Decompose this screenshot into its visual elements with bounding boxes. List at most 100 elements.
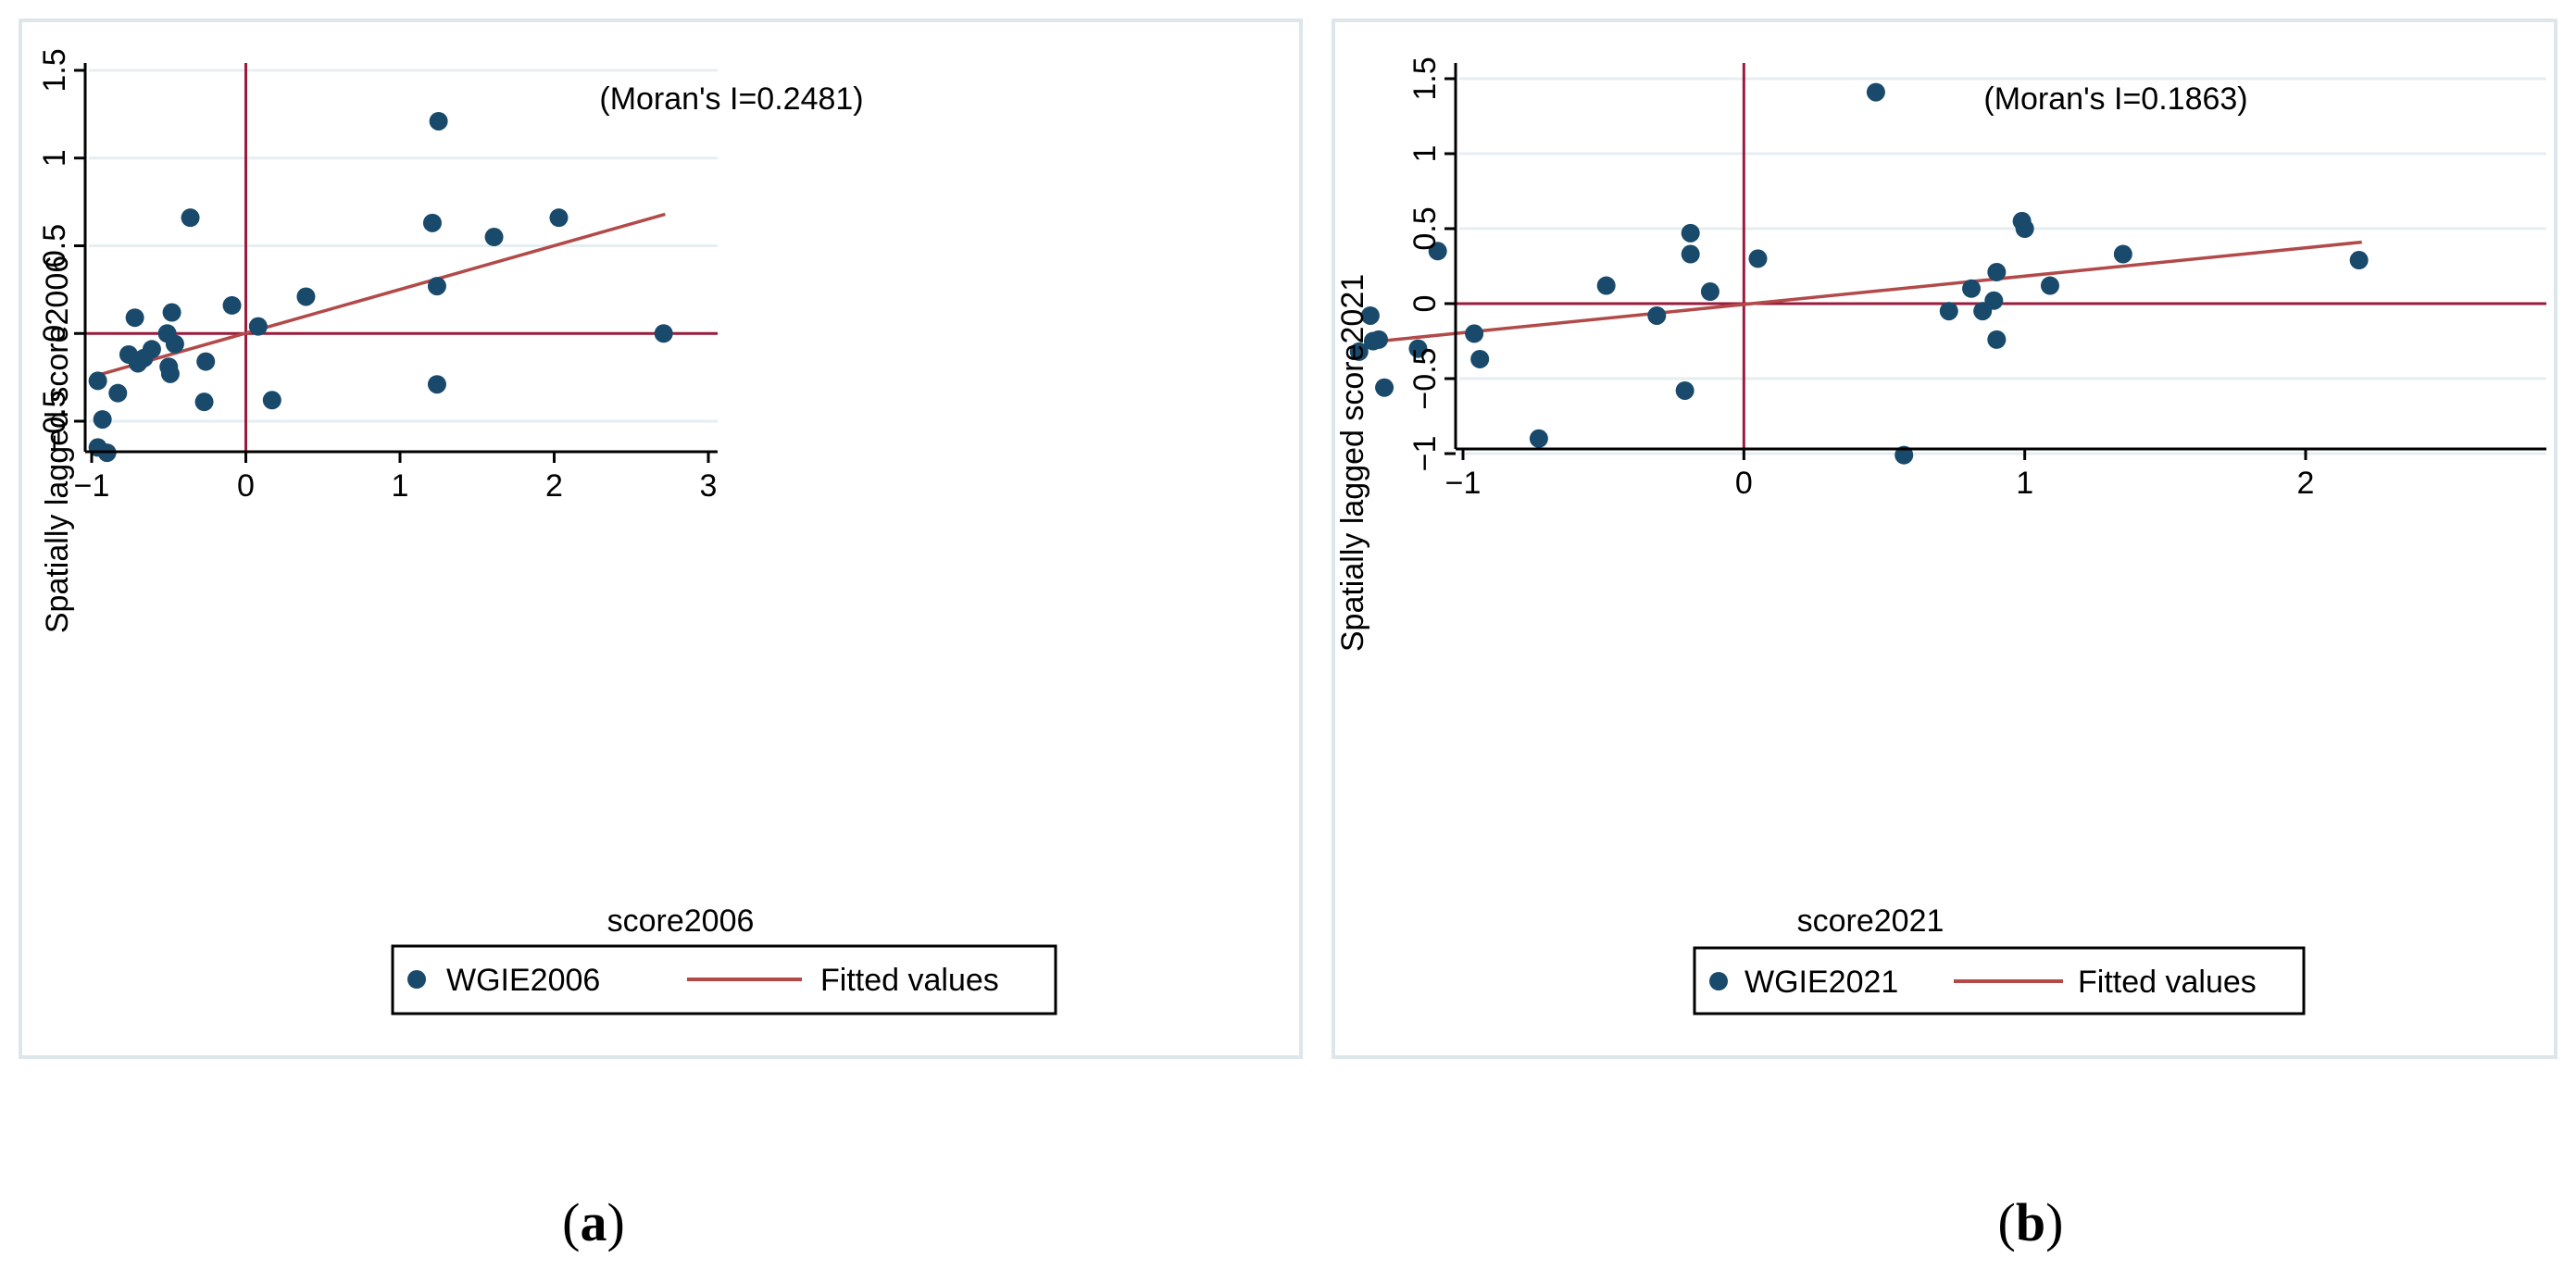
panel-a-point-25	[427, 375, 446, 394]
panel-a-y-tick-label-3: 1	[37, 149, 72, 167]
panel-b-point-8	[1470, 349, 1490, 368]
panel-b-point-28	[2113, 244, 2132, 264]
panel-a-x-tick-label-0: −1	[74, 468, 110, 504]
panel-a-frame	[19, 19, 1303, 1059]
panel-a-y-tick-label-4: 1.5	[37, 48, 72, 92]
panel-b-point-13	[1681, 223, 1700, 243]
panel-a-point-22	[296, 287, 316, 306]
panel-b-legend-box	[1693, 946, 2306, 1015]
panel-a-point-2	[93, 410, 112, 430]
panel-b-legend-label-fit: Fitted values	[2078, 965, 2257, 1000]
panel-b-y-tick-label-1: −0.5	[1407, 347, 1443, 409]
panel-b-y-tick-label-2: 0	[1407, 295, 1443, 313]
panel-b-point-23	[1987, 330, 2007, 349]
panel-b-point-29	[2349, 251, 2369, 270]
panel-a-points	[88, 111, 673, 463]
panel-b-point-22	[1984, 291, 2004, 310]
panel-a-fit-line-group	[95, 212, 666, 378]
panel-b-x-tick-label-1: 0	[1735, 466, 1753, 501]
panel-b-y-tick-label-3: 0.5	[1407, 206, 1443, 250]
caption-b: (b)	[1998, 1192, 2064, 1252]
panel-a-point-23	[422, 213, 442, 232]
caption-b-open: (	[1998, 1192, 2016, 1252]
panel-a-point-19	[222, 295, 242, 315]
panel-b-point-0	[1349, 342, 1369, 361]
caption-a-letter: a	[581, 1192, 607, 1252]
panel-a-point-27	[484, 228, 504, 247]
panel-b-x-tick-label-3: 2	[2297, 466, 2315, 501]
panel-a-y-axis-title: Spatially lagged score2006	[40, 255, 75, 633]
panel-b-fit-line	[1364, 240, 2362, 344]
panel-a-reference-lines	[85, 63, 718, 452]
caption-a: (a)	[562, 1192, 625, 1252]
panel-a-point-18	[196, 352, 216, 371]
panel-a-point-16	[181, 208, 200, 228]
caption-b-letter: b	[2016, 1192, 2045, 1252]
panel-a-y-tick-label-1: 0	[37, 325, 72, 343]
panel-b-point-19	[1939, 302, 1958, 321]
panel-b-point-7	[1465, 324, 1484, 343]
panel-a-point-10	[142, 340, 161, 359]
panel-a-y-tick-label-2: 0.5	[37, 224, 72, 268]
panel-b-point-12	[1675, 380, 1694, 400]
panel-a-legend: WGIE2006 Fitted values	[391, 944, 1057, 1015]
panel-b-points	[1349, 82, 2369, 465]
panel-b-y-tick-label-0: −1	[1407, 436, 1443, 472]
panel-b-point-1	[1360, 305, 1380, 325]
panel-a-point-20	[248, 317, 268, 336]
panel-b-point-9	[1529, 429, 1548, 448]
panel-a-legend-label-fit: Fitted values	[820, 963, 999, 998]
panel-a-point-14	[162, 303, 181, 322]
panel-a-point-21	[262, 391, 281, 410]
panel-b-point-16	[1748, 249, 1768, 268]
panel-b-point-18	[1894, 445, 1914, 465]
panel-a-title: (Moran's I=0.2481)	[599, 81, 863, 117]
panel-a: −1 0 1 2 3 −0.5 0 0.5 1 1.5 (Moran's I=0.2481) sc…	[19, 19, 1303, 1059]
panel-a-x-tick-label-1: 0	[237, 468, 255, 504]
panel-b-point-14	[1681, 244, 1700, 264]
panel-b-point-3	[1369, 330, 1388, 349]
panel-a-legend-marker	[407, 970, 426, 989]
panel-b-point-26	[2015, 219, 2034, 238]
panel-b-legend-marker	[1709, 972, 1728, 990]
panel-a-x-tick-label-3: 2	[545, 468, 563, 504]
panel-a-x-axis-title: score2006	[607, 903, 755, 939]
panel-b-axes	[1454, 63, 2546, 451]
panel-a-point-29	[654, 324, 673, 343]
panel-b-point-5	[1408, 339, 1428, 358]
panel-a-point-1	[88, 371, 107, 391]
panel-b-point-27	[2040, 276, 2059, 295]
panel-b-x-tick-label-2: 1	[2016, 466, 2033, 501]
panel-a-legend-label-points: WGIE2006	[446, 963, 600, 998]
panel-b-point-6	[1428, 242, 1447, 261]
panel-b-fit-line-group	[1364, 240, 2362, 344]
panel-b-point-24	[1987, 262, 2007, 281]
panel-b-y-axis-title: Spatially lagged score2021	[1335, 274, 1370, 652]
panel-a-x-tick-label-4: 3	[700, 468, 718, 504]
panel-b-legend-label-points: WGIE2021	[1744, 965, 1898, 1000]
panel-b: −1 0 1 2 −1 −0.5 0 0.5 1 1.5 (Moran's I=0.1863) s…	[1332, 19, 2557, 1059]
panel-b-x-tick-label-0: −1	[1445, 466, 1482, 501]
panel-a-point-26	[429, 111, 448, 131]
panel-b-title: (Moran's I=0.1863)	[1983, 81, 2247, 117]
panel-b-point-4	[1375, 378, 1394, 397]
panel-b-x-axis-title: score2021	[1797, 903, 1945, 939]
caption-a-close: )	[607, 1192, 625, 1252]
panel-a-point-28	[549, 208, 569, 228]
panel-a-y-tick-label-0: −0.5	[37, 390, 72, 452]
panel-b-y-tick-label-4: 1	[1407, 145, 1443, 163]
panel-a-point-15	[165, 334, 184, 354]
panel-b-frame	[1332, 19, 2557, 1059]
caption-b-close: )	[2045, 1192, 2063, 1252]
panel-b-y-tick-label-5: 1.5	[1407, 56, 1443, 100]
panel-a-ticks: −1 0 1 2 3 −0.5 0 0.5 1 1.5	[37, 48, 717, 504]
panel-a-point-6	[125, 308, 144, 328]
panel-b-legend: WGIE2021 Fitted values	[1693, 946, 2306, 1015]
panel-a-point-4	[108, 383, 128, 403]
caption-a-open: (	[562, 1192, 580, 1252]
panel-b-point-10	[1596, 276, 1616, 295]
panel-b-ticks: −1 0 1 2 −1 −0.5 0 0.5 1 1.5	[1407, 56, 2314, 501]
panel-a-point-13	[160, 364, 180, 383]
panel-b-point-15	[1700, 282, 1719, 302]
